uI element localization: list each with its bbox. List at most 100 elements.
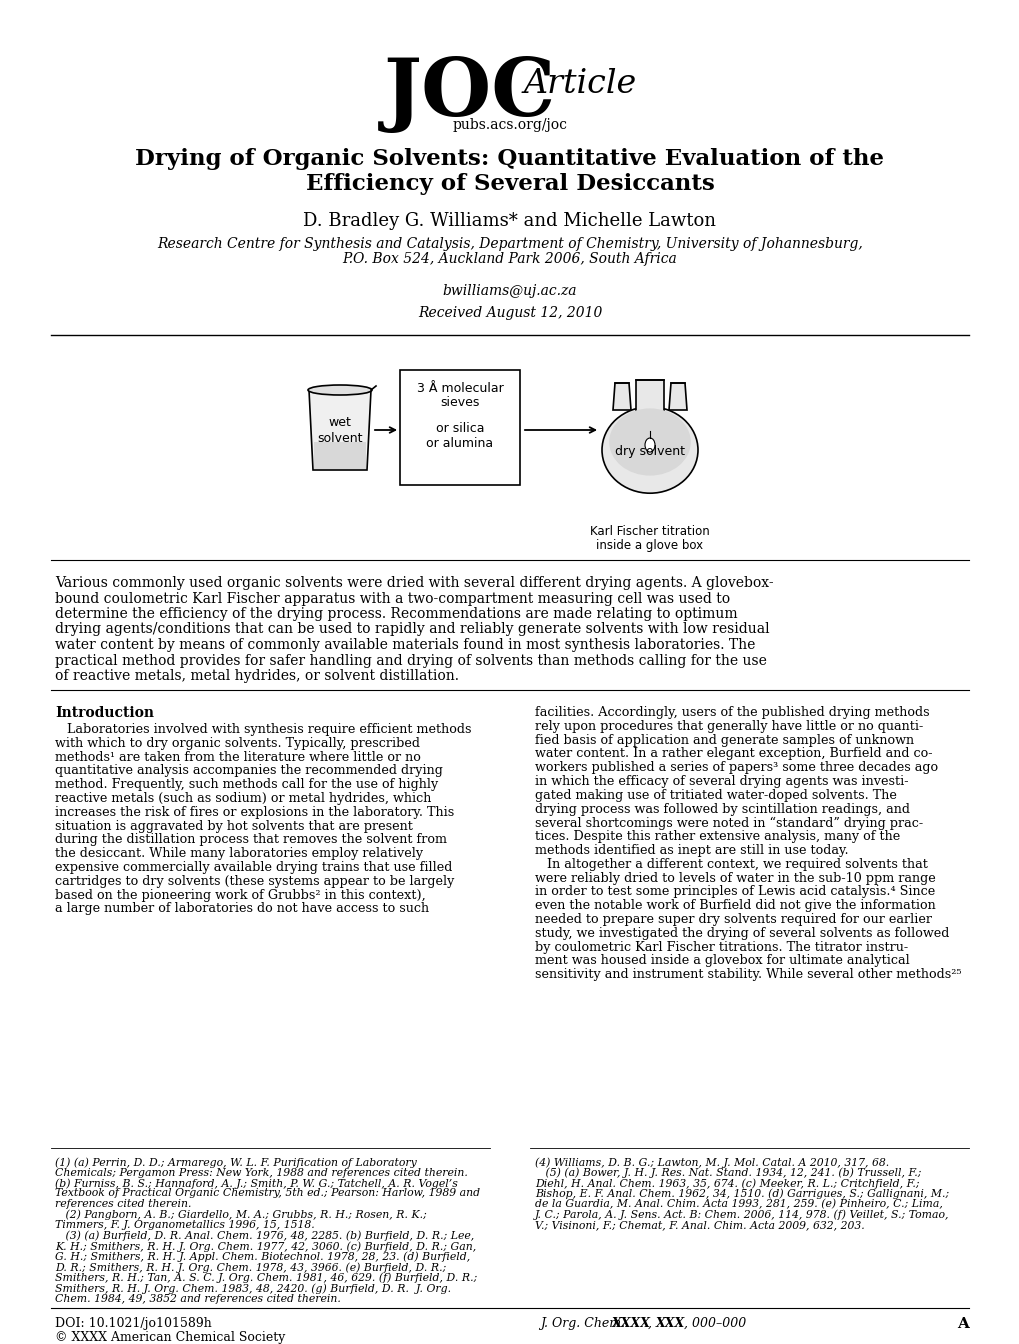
Text: XXXX: XXXX <box>611 1317 650 1331</box>
Text: Chem. 1984, 49, 3852 and references cited therein.: Chem. 1984, 49, 3852 and references cite… <box>55 1293 340 1304</box>
Text: sensitivity and instrument stability. While several other methods²⁵: sensitivity and instrument stability. Wh… <box>535 968 961 981</box>
Text: XXX: XXX <box>655 1317 685 1331</box>
Text: Article: Article <box>524 69 637 99</box>
Text: expensive commercially available drying trains that use filled: expensive commercially available drying … <box>55 862 452 874</box>
Text: or silica: or silica <box>435 422 484 435</box>
Text: the desiccant. While many laboratories employ relatively: the desiccant. While many laboratories e… <box>55 847 423 860</box>
Text: J. Org. Chem.: J. Org. Chem. <box>539 1317 629 1331</box>
Text: study, we investigated the drying of several solvents as followed: study, we investigated the drying of sev… <box>535 927 949 939</box>
Text: reactive metals (such as sodium) or metal hydrides, which: reactive metals (such as sodium) or meta… <box>55 792 431 805</box>
Text: Research Centre for Synthesis and Catalysis, Department of Chemistry, University: Research Centre for Synthesis and Cataly… <box>157 237 862 251</box>
Text: with which to dry organic solvents. Typically, prescribed: with which to dry organic solvents. Typi… <box>55 737 420 750</box>
Text: method. Frequently, such methods call for the use of highly: method. Frequently, such methods call fo… <box>55 778 438 792</box>
Text: water content. In a rather elegant exception, Burfield and co-: water content. In a rather elegant excep… <box>535 747 931 761</box>
Text: facilities. Accordingly, users of the published drying methods: facilities. Accordingly, users of the pu… <box>535 706 928 719</box>
Text: de la Guardia, M. Anal. Chim. Acta 1993, 281, 259. (e) Pinheiro, C.; Lima,: de la Guardia, M. Anal. Chim. Acta 1993,… <box>535 1199 942 1210</box>
Text: during the distillation process that removes the solvent from: during the distillation process that rem… <box>55 833 446 847</box>
Text: V.; Visinoni, F.; Chemat, F. Anal. Chim. Acta 2009, 632, 203.: V.; Visinoni, F.; Chemat, F. Anal. Chim.… <box>535 1220 864 1230</box>
Text: Various commonly used organic solvents were dried with several different drying : Various commonly used organic solvents w… <box>55 577 772 590</box>
Text: or alumina: or alumina <box>426 437 493 450</box>
Text: Introduction: Introduction <box>55 706 154 720</box>
Text: workers published a series of papers³ some three decades ago: workers published a series of papers³ so… <box>535 761 937 774</box>
Text: D. R.; Smithers, R. H. J. Org. Chem. 1978, 43, 3966. (e) Burfield, D. R.;: D. R.; Smithers, R. H. J. Org. Chem. 197… <box>55 1262 446 1273</box>
Text: by coulometric Karl Fischer titrations. The titrator instru-: by coulometric Karl Fischer titrations. … <box>535 941 907 954</box>
Text: Textbook of Practical Organic Chemistry, 5th ed.; Pearson: Harlow, 1989 and: Textbook of Practical Organic Chemistry,… <box>55 1188 480 1199</box>
Text: quantitative analysis accompanies the recommended drying: quantitative analysis accompanies the re… <box>55 765 442 777</box>
Text: K. H.; Smithers, R. H. J. Org. Chem. 1977, 42, 3060. (c) Burfield, D. R.; Gan,: K. H.; Smithers, R. H. J. Org. Chem. 197… <box>55 1241 476 1251</box>
Text: Drying of Organic Solvents: Quantitative Evaluation of the: Drying of Organic Solvents: Quantitative… <box>136 148 883 169</box>
Text: pubs.acs.org/joc: pubs.acs.org/joc <box>452 118 567 132</box>
Text: J. C.; Parola, A. J. Sens. Act. B: Chem. 2006, 114, 978. (f) Veillet, S.; Tomao,: J. C.; Parola, A. J. Sens. Act. B: Chem.… <box>535 1210 949 1220</box>
Text: ment was housed inside a glovebox for ultimate analytical: ment was housed inside a glovebox for ul… <box>535 954 909 968</box>
Text: A: A <box>956 1317 968 1331</box>
Text: wet: wet <box>328 415 352 429</box>
Polygon shape <box>636 380 663 417</box>
Text: (1) (a) Perrin, D. D.; Armarego, W. L. F. Purification of Laboratory: (1) (a) Perrin, D. D.; Armarego, W. L. F… <box>55 1157 417 1168</box>
Text: cartridges to dry solvents (these systems appear to be largely: cartridges to dry solvents (these system… <box>55 875 453 888</box>
Text: rely upon procedures that generally have little or no quanti-: rely upon procedures that generally have… <box>535 720 922 732</box>
Polygon shape <box>668 383 687 410</box>
Text: several shortcomings were noted in “standard” drying prac-: several shortcomings were noted in “stan… <box>535 816 922 829</box>
Text: Chemicals; Pergamon Press: New York, 1988 and references cited therein.: Chemicals; Pergamon Press: New York, 198… <box>55 1168 468 1177</box>
Text: G. H.; Smithers, R. H. J. Appl. Chem. Biotechnol. 1978, 28, 23. (d) Burfield,: G. H.; Smithers, R. H. J. Appl. Chem. Bi… <box>55 1251 470 1262</box>
Text: determine the efficiency of the drying process. Recommendations are made relatin: determine the efficiency of the drying p… <box>55 607 737 621</box>
Text: references cited therein.: references cited therein. <box>55 1199 192 1210</box>
Text: 3 Å molecular: 3 Å molecular <box>416 382 503 395</box>
Text: in order to test some principles of Lewis acid catalysis.⁴ Since: in order to test some principles of Lewi… <box>535 886 934 898</box>
Ellipse shape <box>308 384 372 395</box>
Text: fied basis of application and generate samples of unknown: fied basis of application and generate s… <box>535 734 913 747</box>
Text: Timmers, F. J. Organometallics 1996, 15, 1518.: Timmers, F. J. Organometallics 1996, 15,… <box>55 1220 315 1230</box>
FancyBboxPatch shape <box>399 370 520 485</box>
Text: (2) Pangborn, A. B.; Giardello, M. A.; Grubbs, R. H.; Rosen, R. K.;: (2) Pangborn, A. B.; Giardello, M. A.; G… <box>55 1210 426 1220</box>
Text: (4) Williams, D. B. G.; Lawton, M. J. Mol. Catal. A 2010, 317, 68.: (4) Williams, D. B. G.; Lawton, M. J. Mo… <box>535 1157 889 1168</box>
Text: practical method provides for safer handling and drying of solvents than methods: practical method provides for safer hand… <box>55 653 766 668</box>
Ellipse shape <box>608 409 690 476</box>
Text: ,: , <box>647 1317 655 1331</box>
Text: © XXXX American Chemical Society: © XXXX American Chemical Society <box>55 1331 285 1344</box>
Text: water content by means of commonly available materials found in most synthesis l: water content by means of commonly avail… <box>55 638 755 652</box>
Text: Laboratories involved with synthesis require efficient methods: Laboratories involved with synthesis req… <box>55 723 471 737</box>
Text: based on the pioneering work of Grubbs² in this context),: based on the pioneering work of Grubbs² … <box>55 888 425 902</box>
Text: (b) Furniss, B. S.; Hannaford, A. J.; Smith, P. W. G.; Tatchell, A. R. Vogel’s: (b) Furniss, B. S.; Hannaford, A. J.; Sm… <box>55 1177 458 1188</box>
Text: dry solvent: dry solvent <box>614 445 685 458</box>
Text: sieves: sieves <box>440 396 479 409</box>
Text: Smithers, R. H. J. Org. Chem. 1983, 48, 2420. (g) Burfield, D. R.  J. Org.: Smithers, R. H. J. Org. Chem. 1983, 48, … <box>55 1284 450 1293</box>
Text: needed to prepare super dry solvents required for our earlier: needed to prepare super dry solvents req… <box>535 913 931 926</box>
Text: of reactive metals, metal hydrides, or solvent distillation.: of reactive metals, metal hydrides, or s… <box>55 669 459 683</box>
Text: DOI: 10.1021/jo101589h: DOI: 10.1021/jo101589h <box>55 1317 212 1331</box>
Text: even the notable work of Burfield did not give the information: even the notable work of Burfield did no… <box>535 899 934 913</box>
Text: Efficiency of Several Desiccants: Efficiency of Several Desiccants <box>306 173 713 195</box>
Text: methods¹ are taken from the literature where little or no: methods¹ are taken from the literature w… <box>55 750 421 763</box>
Polygon shape <box>309 390 371 470</box>
Text: P.O. Box 524, Auckland Park 2006, South Africa: P.O. Box 524, Auckland Park 2006, South … <box>342 253 677 266</box>
Text: in which the efficacy of several drying agents was investi-: in which the efficacy of several drying … <box>535 775 908 788</box>
Ellipse shape <box>644 438 654 452</box>
Text: D. Bradley G. Williams* and Michelle Lawton: D. Bradley G. Williams* and Michelle Law… <box>304 212 715 230</box>
Text: solvent: solvent <box>317 431 363 445</box>
Text: gated making use of tritiated water-doped solvents. The: gated making use of tritiated water-dope… <box>535 789 896 802</box>
Text: bwilliams@uj.ac.za: bwilliams@uj.ac.za <box>442 284 577 298</box>
Text: (5) (a) Bower, J. H. J. Res. Nat. Stand. 1934, 12, 241. (b) Trussell, F.;: (5) (a) Bower, J. H. J. Res. Nat. Stand.… <box>535 1168 920 1179</box>
Text: Received August 12, 2010: Received August 12, 2010 <box>418 306 601 320</box>
Polygon shape <box>314 442 366 469</box>
Text: a large number of laboratories do not have access to such: a large number of laboratories do not ha… <box>55 902 429 915</box>
Text: bound coulometric Karl Fischer apparatus with a two-compartment measuring cell w: bound coulometric Karl Fischer apparatus… <box>55 591 730 606</box>
Text: increases the risk of fires or explosions in the laboratory. This: increases the risk of fires or explosion… <box>55 806 453 818</box>
Text: Bishop, E. F. Anal. Chem. 1962, 34, 1510. (d) Garrigues, S.; Gallignani, M.;: Bishop, E. F. Anal. Chem. 1962, 34, 1510… <box>535 1188 949 1199</box>
Text: (3) (a) Burfield, D. R. Anal. Chem. 1976, 48, 2285. (b) Burfield, D. R.; Lee,: (3) (a) Burfield, D. R. Anal. Chem. 1976… <box>55 1231 474 1241</box>
Text: JOC: JOC <box>383 55 555 133</box>
Polygon shape <box>612 383 631 410</box>
Text: Diehl, H. Anal. Chem. 1963, 35, 674. (c) Meeker, R. L.; Critchfield, F.;: Diehl, H. Anal. Chem. 1963, 35, 674. (c)… <box>535 1177 918 1188</box>
Text: tices. Despite this rather extensive analysis, many of the: tices. Despite this rather extensive ana… <box>535 831 900 843</box>
Text: situation is aggravated by hot solvents that are present: situation is aggravated by hot solvents … <box>55 820 413 832</box>
Text: were reliably dried to levels of water in the sub-10 ppm range: were reliably dried to levels of water i… <box>535 872 934 884</box>
Text: methods identified as inept are still in use today.: methods identified as inept are still in… <box>535 844 848 857</box>
Text: , 000–000: , 000–000 <box>684 1317 746 1331</box>
Text: In altogether a different context, we required solvents that: In altogether a different context, we re… <box>535 857 927 871</box>
Text: drying agents/conditions that can be used to rapidly and reliably generate solve: drying agents/conditions that can be use… <box>55 622 769 637</box>
Text: drying process was followed by scintillation readings, and: drying process was followed by scintilla… <box>535 802 909 816</box>
Text: inside a glove box: inside a glove box <box>596 539 703 552</box>
Ellipse shape <box>601 407 697 493</box>
Text: Smithers, R. H.; Tan, A. S. C. J. Org. Chem. 1981, 46, 629. (f) Burfield, D. R.;: Smithers, R. H.; Tan, A. S. C. J. Org. C… <box>55 1273 477 1284</box>
Text: Karl Fischer titration: Karl Fischer titration <box>590 526 709 538</box>
